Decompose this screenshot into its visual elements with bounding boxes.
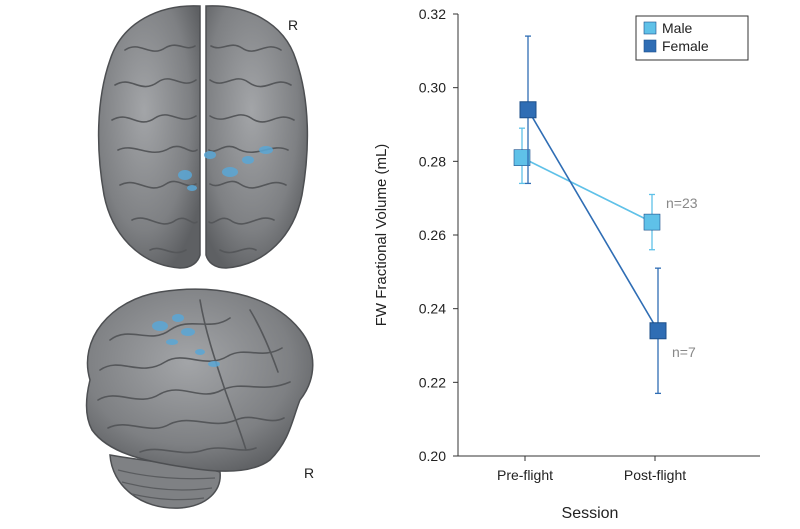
right-hemisphere-top xyxy=(205,5,309,269)
legend-label: Female xyxy=(662,38,709,54)
brain-illustration: R xyxy=(85,5,314,509)
data-point xyxy=(513,149,531,166)
series-male: n=23 xyxy=(513,127,698,251)
cerebrum-side xyxy=(85,288,314,472)
x-axis-ticks: Pre-flight Post-flight xyxy=(497,456,686,483)
gyri-side xyxy=(97,299,291,454)
side-view-orientation-label: R xyxy=(304,465,314,481)
y-tick-label: 0.24 xyxy=(419,301,446,317)
left-hemisphere-top xyxy=(97,5,201,269)
series-line xyxy=(527,109,659,332)
series-layer: n=23 n=7 xyxy=(513,35,698,395)
legend-label: Male xyxy=(662,20,693,36)
y-axis-ticks: 0.20 0.22 0.24 0.26 0.28 0.30 0.32 xyxy=(419,6,458,464)
legend-swatch xyxy=(643,21,657,35)
gyri-top xyxy=(111,44,295,254)
brain-top-view: R xyxy=(97,5,309,269)
highlight-regions-top xyxy=(178,146,273,191)
data-point xyxy=(519,101,537,119)
brain-renderings-panel: R xyxy=(0,0,380,524)
line-chart: 0.200.220.240.260.280.300.32 Pre-flight P… xyxy=(373,6,760,522)
data-point xyxy=(649,322,667,340)
series-female: n=7 xyxy=(519,35,696,395)
y-tick-label: 0.28 xyxy=(419,153,446,169)
y-tick-label: 0.32 xyxy=(419,6,446,22)
y-tick-label: 0.30 xyxy=(419,80,446,96)
sample-size-label: n=23 xyxy=(666,195,698,211)
y-tick-label: 0.22 xyxy=(419,374,446,390)
y-axis-label: FW Fractional Volume (mL) xyxy=(373,144,390,327)
axes xyxy=(457,14,760,457)
legend: Male Female xyxy=(635,15,749,61)
top-view-orientation-label: R xyxy=(288,17,298,33)
y-tick-label: 0.26 xyxy=(419,227,446,243)
y-tick-label: 0.20 xyxy=(419,448,446,464)
chart-panel: 0.20 0.22 0.24 0.26 0.28 0.30 0.32 Pre-flight P… xyxy=(360,0,800,524)
cerebellum-folds xyxy=(117,469,216,501)
brain-side-view: R xyxy=(85,288,314,509)
legend-swatch xyxy=(643,39,657,53)
series-line xyxy=(521,156,653,223)
x-tick-label: Pre-flight xyxy=(497,467,553,483)
x-axis-label: Session xyxy=(562,505,619,522)
highlight-regions-side xyxy=(152,314,220,367)
sample-size-label: n=7 xyxy=(672,344,696,360)
data-point xyxy=(643,213,661,231)
x-tick-label: Post-flight xyxy=(624,467,686,483)
